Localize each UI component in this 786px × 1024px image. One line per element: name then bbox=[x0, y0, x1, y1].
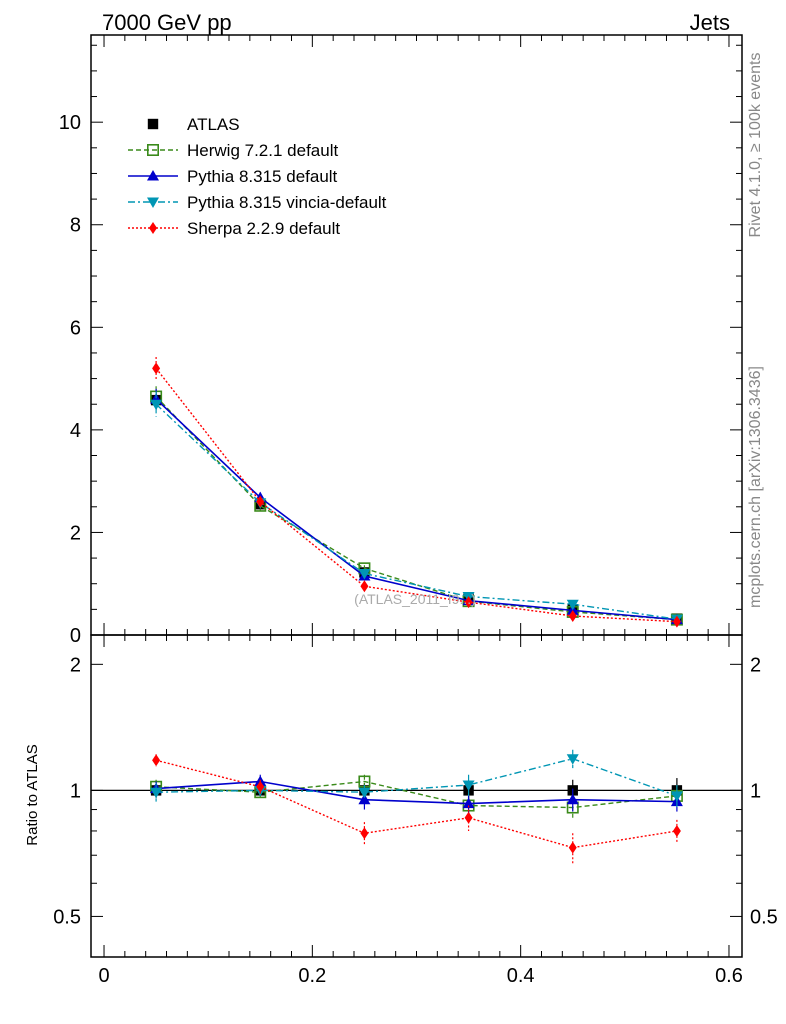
xtick-label: 0.4 bbox=[507, 965, 535, 987]
ratio-series-pythia-8-315-vincia-default bbox=[150, 749, 683, 808]
main-point-pythia-8-315-vincia-default bbox=[150, 399, 163, 411]
legend-label: Pythia 8.315 vincia-default bbox=[187, 193, 387, 212]
main-series-sherpa-2-2-9-default bbox=[152, 357, 681, 628]
ratio-series-herwig-7-2-1-default bbox=[150, 774, 683, 818]
legend-marker bbox=[147, 197, 159, 208]
ratio-point-pythia-8-315-vincia-default bbox=[358, 787, 371, 799]
ratio-point-pythia-8-315-default bbox=[566, 793, 579, 805]
main-series-pythia-8-315-default bbox=[150, 388, 683, 625]
main-point-sherpa-2-2-9-default bbox=[464, 596, 473, 609]
watermark: (ATLAS_2011_I9...) bbox=[354, 591, 476, 607]
main-point-sherpa-2-2-9-default bbox=[568, 610, 577, 623]
ratio-point-pythia-8-315-default bbox=[358, 793, 371, 805]
legend-label: ATLAS bbox=[187, 115, 240, 134]
main-ytick-label: 8 bbox=[70, 215, 81, 237]
xtick-label: 0.6 bbox=[715, 965, 743, 987]
ratio-ytick-label: 1 bbox=[70, 780, 81, 802]
ratio-frame bbox=[90, 634, 743, 958]
legend-item-pythia-8-315-default: Pythia 8.315 default bbox=[128, 167, 338, 186]
header-right: Jets bbox=[690, 10, 730, 35]
legend-item-herwig-7-2-1-default: Herwig 7.2.1 default bbox=[128, 141, 338, 160]
ratio-point-pythia-8-315-default bbox=[462, 797, 475, 809]
ratio-point-pythia-8-315-vincia-default bbox=[670, 791, 683, 802]
ratio-line-herwig-7-2-1-default bbox=[156, 780, 677, 809]
ratio-ytick-label: 2 bbox=[70, 654, 81, 676]
ratio-line-pythia-8-315-default bbox=[156, 780, 677, 805]
main-ytick-label: 0 bbox=[70, 625, 81, 647]
main-point-sherpa-2-2-9-default bbox=[152, 362, 161, 375]
ratio-line-sherpa-2-2-9-default bbox=[155, 759, 678, 849]
ratio-ytick-label-right: 0.5 bbox=[750, 906, 778, 928]
xtick-label: 0.2 bbox=[298, 965, 326, 987]
ratio-ytick-label: 0.5 bbox=[53, 906, 81, 928]
ratio-point-sherpa-2-2-9-default bbox=[256, 780, 265, 793]
ratio-series-pythia-8-315-default bbox=[150, 774, 683, 814]
main-line-sherpa-2-2-9-default bbox=[155, 367, 677, 623]
xtick-label: 0 bbox=[98, 965, 109, 987]
ratio-point-sherpa-2-2-9-default bbox=[464, 811, 473, 824]
ratio-panel: 0.5 0.5 1 1 2 2 0 0.2 0.4 0.6 bbox=[53, 634, 778, 987]
legend-marker bbox=[147, 144, 160, 157]
legend: ATLAS Herwig 7.2.1 default Pythia 8.315 de… bbox=[128, 115, 387, 238]
ratio-point-sherpa-2-2-9-default bbox=[672, 824, 681, 837]
ratio-point-sherpa-2-2-9-default bbox=[568, 841, 577, 854]
main-point-pythia-8-315-vincia-default bbox=[358, 568, 371, 580]
main-panel: 0 2 4 6 8 10 bbox=[59, 34, 743, 647]
ratio-line-pythia-8-315-vincia-default bbox=[156, 758, 678, 797]
main-point-sherpa-2-2-9-default bbox=[672, 615, 681, 628]
ratio-point-sherpa-2-2-9-default bbox=[360, 827, 369, 840]
main-line-pythia-8-315-default bbox=[155, 398, 677, 621]
ratio-point-pythia-8-315-vincia-default bbox=[150, 787, 163, 799]
legend-item-sherpa-2-2-9-default: Sherpa 2.2.9 default bbox=[128, 219, 340, 238]
ratio-ytick-label-right: 2 bbox=[750, 654, 761, 676]
main-ytick-label: 2 bbox=[70, 522, 81, 544]
main-ytick-label: 6 bbox=[70, 317, 81, 339]
legend-item-atlas: ATLAS bbox=[147, 115, 240, 134]
legend-marker bbox=[147, 118, 159, 130]
main-point-pythia-8-315-vincia-default bbox=[566, 599, 579, 611]
ratio-ytick-label-right: 1 bbox=[750, 780, 761, 802]
legend-label: Herwig 7.2.1 default bbox=[187, 141, 338, 160]
main-ytick-label: 4 bbox=[70, 420, 81, 442]
mcplots-label: mcplots.cern.ch [arXiv:1306.3436] bbox=[747, 366, 764, 608]
legend-marker bbox=[149, 222, 157, 234]
main-point-sherpa-2-2-9-default bbox=[360, 580, 369, 593]
legend-label: Sherpa 2.2.9 default bbox=[187, 219, 340, 238]
ratio-series-sherpa-2-2-9-default bbox=[152, 754, 681, 864]
header-left: 7000 GeV pp bbox=[102, 10, 232, 35]
legend-item-pythia-8-315-vincia-default: Pythia 8.315 vincia-default bbox=[128, 193, 387, 212]
rivet-label: Rivet 4.1.0, ≥ 100k events bbox=[747, 53, 764, 238]
ratio-ylabel: Ratio to ATLAS bbox=[24, 744, 41, 845]
ratio-point-sherpa-2-2-9-default bbox=[152, 754, 161, 767]
main-line-pythia-8-315-vincia-default bbox=[155, 403, 677, 620]
legend-label: Pythia 8.315 default bbox=[187, 167, 338, 186]
main-line-herwig-7-2-1-default bbox=[155, 396, 677, 621]
legend-marker bbox=[147, 170, 159, 181]
main-ytick-label: 10 bbox=[59, 112, 81, 134]
main-point-sherpa-2-2-9-default bbox=[256, 495, 265, 508]
ratio-point-pythia-8-315-vincia-default bbox=[462, 780, 475, 791]
ratio-point-pythia-8-315-vincia-default bbox=[566, 754, 579, 765]
